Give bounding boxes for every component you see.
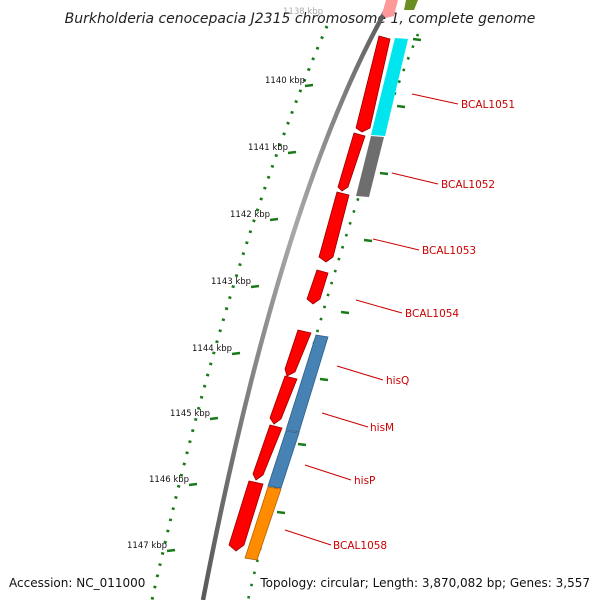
- cds-track: [228, 35, 391, 552]
- genome-backbone: [200, 8, 388, 600]
- cds-arrow[interactable]: [269, 375, 298, 425]
- cds-arrow[interactable]: [228, 480, 264, 552]
- map-title: Burkholderia cenocepacia J2315 chromosom…: [65, 11, 536, 27]
- cds-arrow[interactable]: [355, 35, 391, 133]
- outer-ruler: 1140 kbp 1141 kbp 1142 kbp 1143 kbp 1144…: [127, 25, 329, 600]
- gene-label-hisp[interactable]: hisP: [354, 475, 375, 487]
- feature-steelblue[interactable]: [267, 430, 300, 489]
- inner-ruler-ticks: [276, 37, 422, 515]
- ruler-major-tick: 1146 kbp: [149, 475, 198, 487]
- ruler-major-tick: 1147 kbp: [127, 541, 176, 553]
- gene-label-bcal1051[interactable]: BCAL1051: [461, 99, 515, 111]
- ruler-major-tick: 1143 kbp: [211, 277, 260, 289]
- feature-track: [244, 38, 408, 561]
- ruler-label: 1147 kbp: [127, 541, 167, 551]
- gene-label-bcal1052[interactable]: BCAL1052: [441, 179, 495, 191]
- ruler-label: 1144 kbp: [192, 344, 232, 354]
- gene-label-bcal1058[interactable]: BCAL1058: [333, 540, 387, 552]
- feature-steelblue[interactable]: [285, 334, 329, 433]
- accession-text: Accession: NC_011000: [9, 576, 145, 590]
- feature-olive[interactable]: [404, 0, 418, 10]
- ruler-label: 1142 kbp: [230, 210, 270, 220]
- ruler-label: 1146 kbp: [149, 475, 189, 485]
- feature-gray[interactable]: [356, 136, 384, 197]
- ruler-major-tick: 1145 kbp: [170, 409, 219, 421]
- feature-cyan[interactable]: [371, 38, 408, 136]
- gene-label-hisq[interactable]: hisQ: [386, 375, 409, 387]
- gene-label-bcal1053[interactable]: BCAL1053: [422, 245, 476, 257]
- genome-summary-text: Topology: circular; Length: 3,870,082 bp…: [259, 576, 590, 590]
- cds-arrow-partial: [382, 0, 398, 18]
- gene-labels: [284, 93, 459, 546]
- ruler-major-tick: 1140 kbp: [265, 76, 314, 88]
- cds-arrow[interactable]: [337, 132, 366, 192]
- gene-label-bcal1054[interactable]: BCAL1054: [405, 308, 459, 320]
- cds-arrow[interactable]: [306, 269, 329, 305]
- inner-ruler-line: [246, 33, 420, 600]
- ruler-major-tick: 1144 kbp: [192, 344, 241, 356]
- ruler-major-tick: 1142 kbp: [230, 210, 279, 222]
- ruler-label: 1145 kbp: [170, 409, 210, 419]
- ruler-label: 1143 kbp: [211, 277, 251, 287]
- gene-label-hism[interactable]: hisM: [370, 422, 394, 434]
- cds-arrow[interactable]: [252, 424, 283, 481]
- outer-ruler-line: [150, 25, 329, 600]
- cds-arrow[interactable]: [318, 191, 350, 263]
- feature-orange[interactable]: [244, 486, 282, 561]
- ruler-label: 1141 kbp: [248, 143, 288, 153]
- cds-arrow[interactable]: [284, 329, 312, 377]
- ruler-major-tick: 1141 kbp: [248, 143, 297, 155]
- ruler-label: 1140 kbp: [265, 76, 305, 86]
- ruler-label-partial: 1138 kbp: [283, 7, 323, 17]
